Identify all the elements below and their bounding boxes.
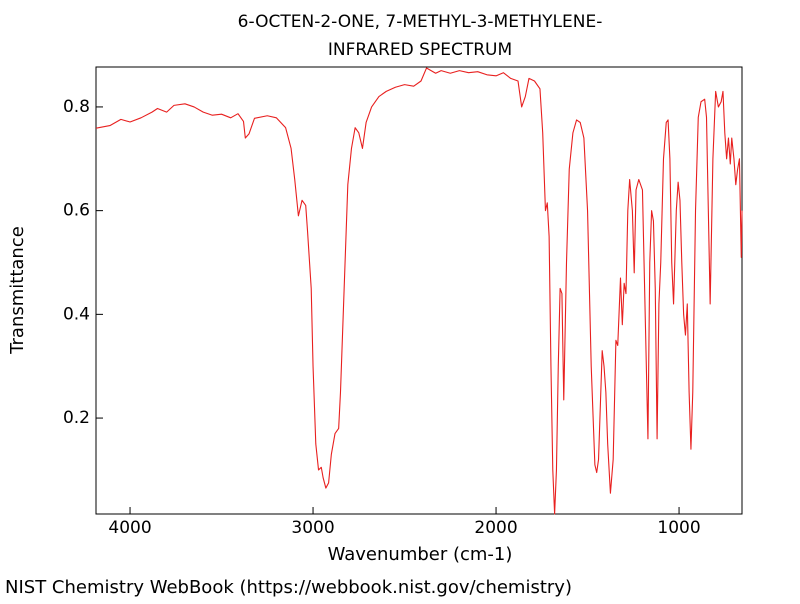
y-tick-label: 0.8 — [63, 97, 90, 117]
y-tick-label: 0.4 — [63, 304, 90, 324]
source-note: NIST Chemistry WebBook (https://webbook.… — [5, 577, 572, 598]
y-tick-label: 0.2 — [63, 408, 90, 428]
y-tick-label: 0.6 — [63, 201, 90, 221]
chart-subtitle: INFRARED SPECTRUM — [328, 40, 512, 60]
x-tick-label: 3000 — [291, 518, 334, 538]
y-axis-label: Transmittance — [7, 226, 28, 355]
plot-frame — [95, 66, 743, 515]
chart-title: 6-OCTEN-2-ONE, 7-METHYL-3-METHYLENE- — [238, 12, 603, 32]
x-tick-label: 2000 — [474, 518, 517, 538]
x-tick-label: 4000 — [108, 518, 151, 538]
spectrum-line — [95, 67, 743, 515]
x-tick-label: 1000 — [657, 518, 700, 538]
x-axis-label: Wavenumber (cm-1) — [328, 544, 513, 565]
